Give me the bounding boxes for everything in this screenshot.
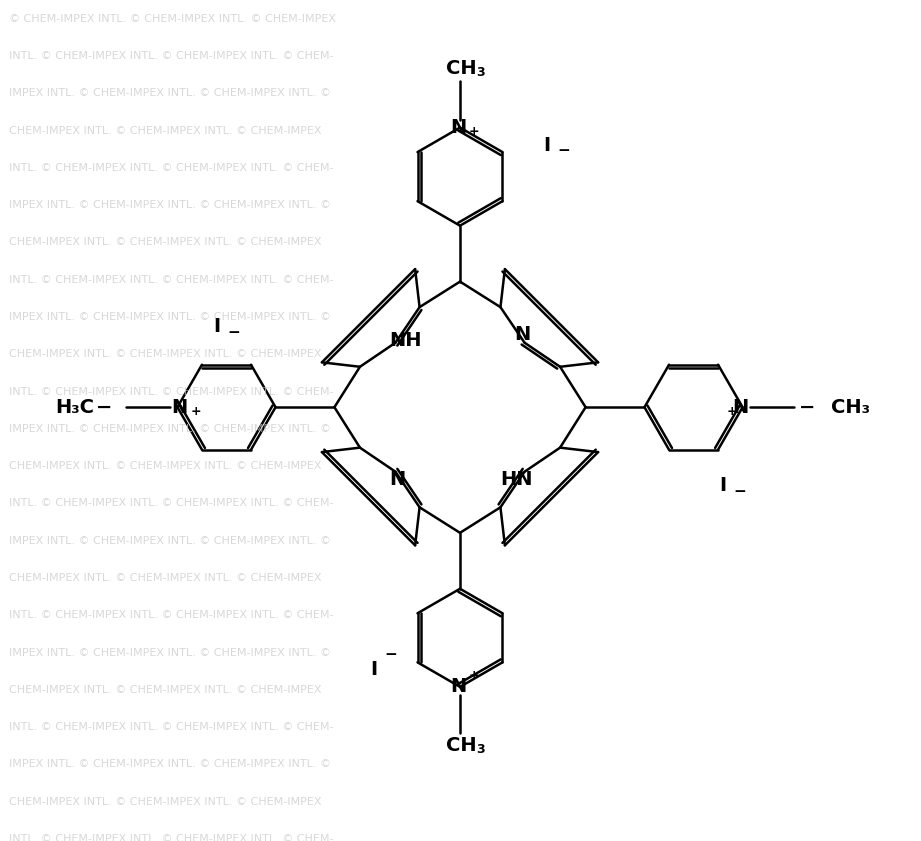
- Text: IMPEX INTL. © CHEM-IMPEX INTL. © CHEM-IMPEX INTL. ©: IMPEX INTL. © CHEM-IMPEX INTL. © CHEM-IM…: [8, 88, 331, 98]
- Text: I: I: [719, 476, 727, 495]
- Text: INTL. © CHEM-IMPEX INTL. © CHEM-IMPEX INTL. © CHEM-: INTL. © CHEM-IMPEX INTL. © CHEM-IMPEX IN…: [8, 387, 333, 396]
- Text: IMPEX INTL. © CHEM-IMPEX INTL. © CHEM-IMPEX INTL. ©: IMPEX INTL. © CHEM-IMPEX INTL. © CHEM-IM…: [8, 200, 331, 210]
- Text: CHEM-IMPEX INTL. © CHEM-IMPEX INTL. © CHEM-IMPEX: CHEM-IMPEX INTL. © CHEM-IMPEX INTL. © CH…: [8, 125, 321, 135]
- Text: IMPEX INTL. © CHEM-IMPEX INTL. © CHEM-IMPEX INTL. ©: IMPEX INTL. © CHEM-IMPEX INTL. © CHEM-IM…: [8, 312, 331, 322]
- Text: HN: HN: [500, 470, 533, 489]
- Text: CHEM-IMPEX INTL. © CHEM-IMPEX INTL. © CHEM-IMPEX: CHEM-IMPEX INTL. © CHEM-IMPEX INTL. © CH…: [8, 461, 321, 471]
- Text: IMPEX INTL. © CHEM-IMPEX INTL. © CHEM-IMPEX INTL. ©: IMPEX INTL. © CHEM-IMPEX INTL. © CHEM-IM…: [8, 424, 331, 434]
- Text: CHEM-IMPEX INTL. © CHEM-IMPEX INTL. © CHEM-IMPEX: CHEM-IMPEX INTL. © CHEM-IMPEX INTL. © CH…: [8, 685, 321, 695]
- Text: INTL. © CHEM-IMPEX INTL. © CHEM-IMPEX INTL. © CHEM-: INTL. © CHEM-IMPEX INTL. © CHEM-IMPEX IN…: [8, 611, 333, 620]
- Text: I: I: [370, 659, 378, 679]
- Text: 3: 3: [476, 743, 484, 755]
- Text: NH: NH: [389, 331, 422, 350]
- Text: CHEM-IMPEX INTL. © CHEM-IMPEX INTL. © CHEM-IMPEX: CHEM-IMPEX INTL. © CHEM-IMPEX INTL. © CH…: [8, 237, 321, 247]
- Text: INTL. © CHEM-IMPEX INTL. © CHEM-IMPEX INTL. © CHEM-: INTL. © CHEM-IMPEX INTL. © CHEM-IMPEX IN…: [8, 834, 333, 841]
- Text: I: I: [213, 317, 220, 336]
- Text: +: +: [727, 405, 738, 418]
- Text: −: −: [384, 648, 397, 663]
- Text: CHEM-IMPEX INTL. © CHEM-IMPEX INTL. © CHEM-IMPEX: CHEM-IMPEX INTL. © CHEM-IMPEX INTL. © CH…: [8, 573, 321, 583]
- Text: IMPEX INTL. © CHEM-IMPEX INTL. © CHEM-IMPEX INTL. ©: IMPEX INTL. © CHEM-IMPEX INTL. © CHEM-IM…: [8, 759, 331, 770]
- Text: −: −: [96, 398, 112, 416]
- Text: I: I: [542, 135, 550, 155]
- Text: INTL. © CHEM-IMPEX INTL. © CHEM-IMPEX INTL. © CHEM-: INTL. © CHEM-IMPEX INTL. © CHEM-IMPEX IN…: [8, 499, 333, 508]
- Text: INTL. © CHEM-IMPEX INTL. © CHEM-IMPEX INTL. © CHEM-: INTL. © CHEM-IMPEX INTL. © CHEM-IMPEX IN…: [8, 163, 333, 172]
- Text: IMPEX INTL. © CHEM-IMPEX INTL. © CHEM-IMPEX INTL. ©: IMPEX INTL. © CHEM-IMPEX INTL. © CHEM-IM…: [8, 648, 331, 658]
- Text: CH: CH: [446, 736, 476, 755]
- Text: H₃C: H₃C: [55, 398, 94, 416]
- Text: N: N: [732, 398, 749, 416]
- Text: INTL. © CHEM-IMPEX INTL. © CHEM-IMPEX INTL. © CHEM-: INTL. © CHEM-IMPEX INTL. © CHEM-IMPEX IN…: [8, 51, 333, 61]
- Text: N: N: [171, 398, 188, 416]
- Text: N: N: [390, 470, 405, 489]
- Text: INTL. © CHEM-IMPEX INTL. © CHEM-IMPEX INTL. © CHEM-: INTL. © CHEM-IMPEX INTL. © CHEM-IMPEX IN…: [8, 275, 333, 284]
- Text: −: −: [557, 143, 570, 158]
- Text: +: +: [190, 405, 201, 418]
- Text: +: +: [469, 125, 480, 139]
- Text: −: −: [227, 325, 240, 340]
- Text: +: +: [469, 669, 480, 682]
- Text: N: N: [515, 325, 530, 344]
- Text: 3: 3: [476, 66, 484, 78]
- Text: IMPEX INTL. © CHEM-IMPEX INTL. © CHEM-IMPEX INTL. ©: IMPEX INTL. © CHEM-IMPEX INTL. © CHEM-IM…: [8, 536, 331, 546]
- Text: CH₃: CH₃: [831, 398, 870, 416]
- Text: N: N: [450, 677, 466, 696]
- Text: INTL. © CHEM-IMPEX INTL. © CHEM-IMPEX INTL. © CHEM-: INTL. © CHEM-IMPEX INTL. © CHEM-IMPEX IN…: [8, 722, 333, 733]
- Text: −: −: [799, 398, 815, 416]
- Text: © CHEM-IMPEX INTL. © CHEM-IMPEX INTL. © CHEM-IMPEX: © CHEM-IMPEX INTL. © CHEM-IMPEX INTL. © …: [8, 13, 335, 24]
- Text: CHEM-IMPEX INTL. © CHEM-IMPEX INTL. © CHEM-IMPEX: CHEM-IMPEX INTL. © CHEM-IMPEX INTL. © CH…: [8, 796, 321, 807]
- Text: N: N: [450, 118, 466, 137]
- Text: CHEM-IMPEX INTL. © CHEM-IMPEX INTL. © CHEM-IMPEX: CHEM-IMPEX INTL. © CHEM-IMPEX INTL. © CH…: [8, 349, 321, 359]
- Text: −: −: [734, 484, 747, 499]
- Text: CH: CH: [446, 59, 476, 78]
